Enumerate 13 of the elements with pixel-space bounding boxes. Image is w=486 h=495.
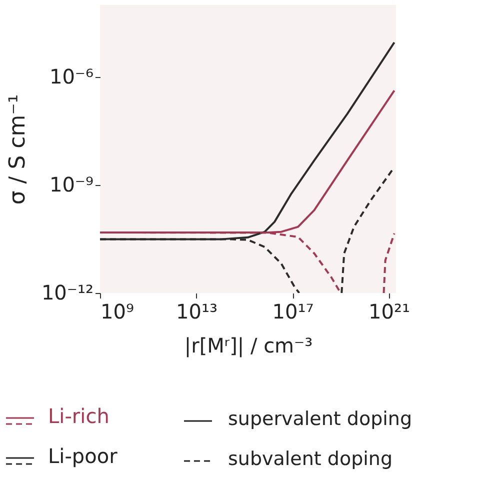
x-tick-label: 10⁹ xyxy=(100,300,134,324)
legend-label: Li-poor xyxy=(48,444,118,468)
x-axis-title: |r[Mʳ]| / cm⁻³ xyxy=(184,334,313,358)
y-tick-label: 10⁻⁹ xyxy=(49,172,94,196)
text: subvalent doping xyxy=(228,448,393,470)
y-tick-label: 10⁻¹² xyxy=(41,280,94,304)
legend-label: Li-rich xyxy=(48,404,110,428)
x-tick-label: 10¹⁷ xyxy=(272,300,314,324)
text: supervalent doping xyxy=(228,408,412,430)
y-tick-label: 10⁻⁶ xyxy=(49,64,94,88)
x-tick-label: 10¹³ xyxy=(176,300,218,324)
y-axis-title: σ / S cm⁻¹ xyxy=(5,94,30,205)
x-tick-label: 10²¹ xyxy=(368,300,410,324)
